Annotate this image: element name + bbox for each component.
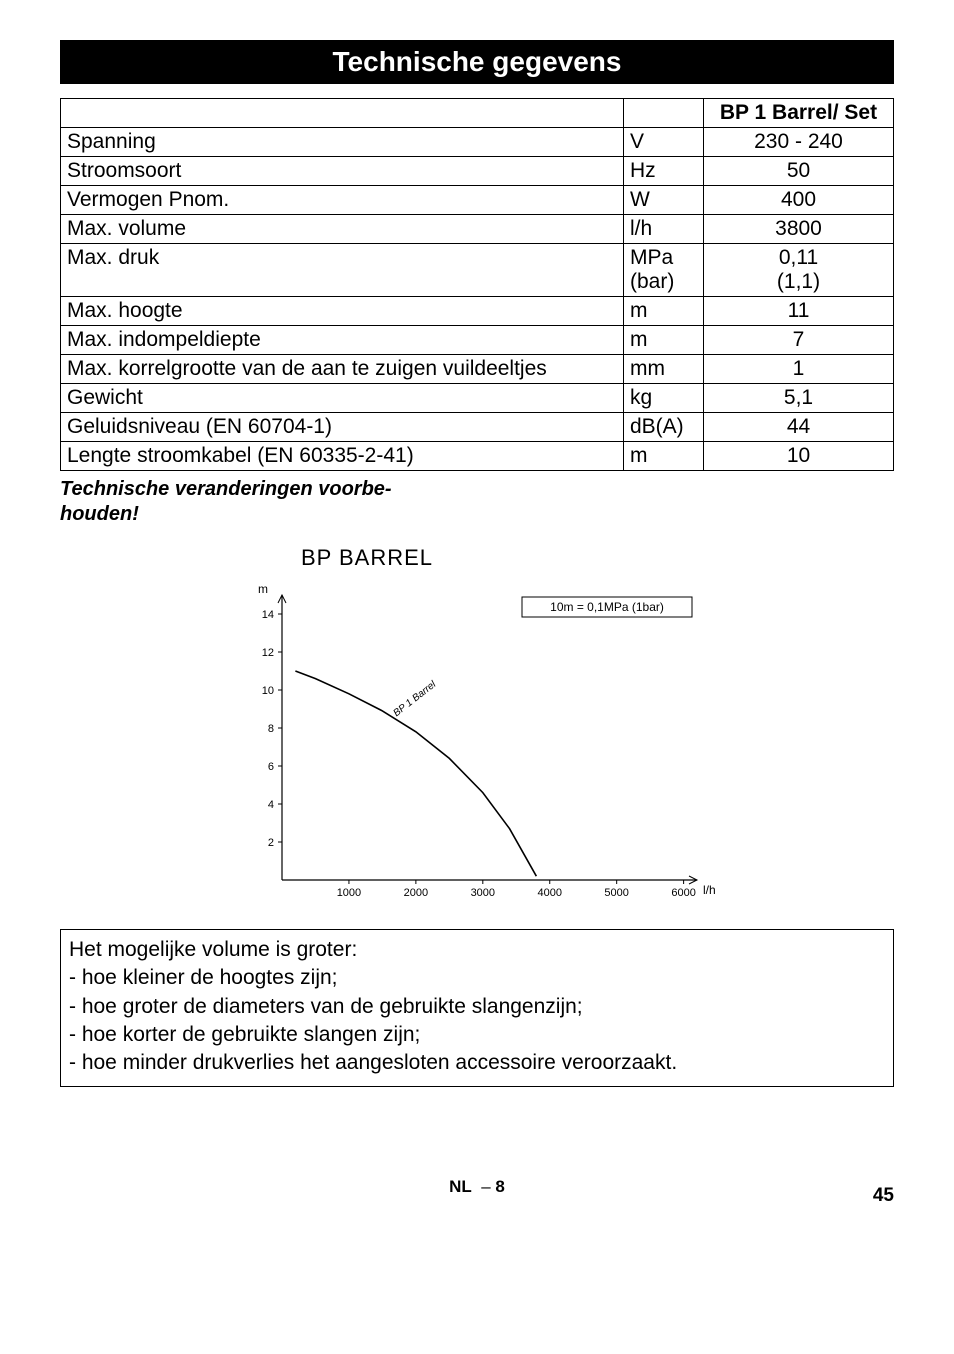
- footer-global-page: 45: [873, 1185, 894, 1207]
- svg-text:4000: 4000: [537, 887, 561, 899]
- svg-text:6000: 6000: [671, 887, 695, 899]
- table-row: Vermogen Pnom.W400: [61, 186, 894, 215]
- spec-label: Spanning: [61, 128, 624, 157]
- note-line: houden!: [60, 503, 139, 525]
- section-header: Technische gegevens: [60, 40, 894, 84]
- table-row: Max. drukMPa(bar)0,11(1,1): [61, 244, 894, 297]
- spec-unit: W: [624, 186, 704, 215]
- table-row: Lengte stroomkabel (EN 60335-2-41)m10: [61, 442, 894, 471]
- spec-value: 230 - 240: [704, 128, 894, 157]
- table-row: StroomsoortHz50: [61, 157, 894, 186]
- spec-value: 3800: [704, 215, 894, 244]
- spec-value: 400: [704, 186, 894, 215]
- spec-unit: kg: [624, 384, 704, 413]
- spec-value: 44: [704, 413, 894, 442]
- spec-value: 7: [704, 326, 894, 355]
- svg-text:3000: 3000: [471, 887, 495, 899]
- chart-title: BP BARREL: [0, 545, 894, 571]
- svg-text:8: 8: [268, 723, 274, 735]
- page-footer: NL – 8 45: [60, 1177, 894, 1207]
- note-line: Technische veranderingen voorbe-: [60, 478, 392, 500]
- svg-text:2000: 2000: [404, 887, 428, 899]
- empty-cell: [61, 99, 624, 128]
- table-header-row: BP 1 Barrel/ Set: [61, 99, 894, 128]
- svg-text:BP 1 Barrel: BP 1 Barrel: [391, 679, 438, 719]
- footer-local-page: 8: [495, 1177, 504, 1196]
- volume-item: - hoe groter de diameters van de gebruik…: [69, 993, 885, 1021]
- spec-label: Geluidsniveau (EN 60704-1): [61, 413, 624, 442]
- volume-info-box: Het mogelijke volume is groter: - hoe kl…: [60, 929, 894, 1087]
- volume-intro: Het mogelijke volume is groter:: [69, 936, 885, 964]
- spec-value: 10: [704, 442, 894, 471]
- svg-text:4: 4: [268, 799, 274, 811]
- spec-label: Stroomsoort: [61, 157, 624, 186]
- svg-text:5000: 5000: [604, 887, 628, 899]
- spec-value: 1: [704, 355, 894, 384]
- spec-unit: V: [624, 128, 704, 157]
- spec-value: 11: [704, 297, 894, 326]
- volume-item: - hoe kleiner de hoogtes zijn;: [69, 964, 885, 992]
- spec-unit: l/h: [624, 215, 704, 244]
- spec-value: 50: [704, 157, 894, 186]
- table-row: SpanningV230 - 240: [61, 128, 894, 157]
- svg-text:12: 12: [262, 647, 274, 659]
- spec-label: Max. hoogte: [61, 297, 624, 326]
- footer-center: NL – 8: [60, 1177, 894, 1197]
- svg-text:10m = 0,1MPa (1bar): 10m = 0,1MPa (1bar): [550, 600, 664, 614]
- svg-text:2: 2: [268, 837, 274, 849]
- table-row: Max. korrelgrootte van de aan te zuigen …: [61, 355, 894, 384]
- footer-lang: NL: [449, 1177, 472, 1196]
- spec-unit: dB(A): [624, 413, 704, 442]
- volume-item: - hoe korter de gebruikte slangen zijn;: [69, 1021, 885, 1049]
- spec-unit: m: [624, 442, 704, 471]
- note-text: Technische veranderingen voorbe- houden!: [60, 477, 894, 527]
- table-row: Geluidsniveau (EN 60704-1)dB(A)44: [61, 413, 894, 442]
- spec-unit: m: [624, 297, 704, 326]
- spec-label: Max. volume: [61, 215, 624, 244]
- svg-text:10: 10: [262, 685, 274, 697]
- table-row: Max. hoogtem11: [61, 297, 894, 326]
- spec-unit: Hz: [624, 157, 704, 186]
- table-row: Gewichtkg5,1: [61, 384, 894, 413]
- chart-container: BP BARREL 246810121410002000300040005000…: [60, 545, 894, 921]
- spec-unit: MPa(bar): [624, 244, 704, 297]
- pump-curve-chart: 2 4 6 8 10 12 14 1000 2000 3000 4000 5000 6000 m l/h BP…: [217, 575, 737, 915]
- svg-text:m: m: [258, 582, 268, 596]
- spec-table: BP 1 Barrel/ Set SpanningV230 - 240Stroo…: [60, 98, 894, 471]
- footer-sep: –: [477, 1177, 496, 1196]
- spec-label: Max. indompeldiepte: [61, 326, 624, 355]
- spec-unit: mm: [624, 355, 704, 384]
- svg-text:1000: 1000: [337, 887, 361, 899]
- svg-text:l/h: l/h: [703, 883, 716, 897]
- spec-label: Max. druk: [61, 244, 624, 297]
- table-row: Max. volumel/h3800: [61, 215, 894, 244]
- svg-text:14: 14: [262, 609, 274, 621]
- spec-label: Gewicht: [61, 384, 624, 413]
- spec-label: Vermogen Pnom.: [61, 186, 624, 215]
- product-header: BP 1 Barrel/ Set: [704, 99, 894, 128]
- svg-text:6: 6: [268, 761, 274, 773]
- volume-item: - hoe minder drukverlies het aangesloten…: [69, 1049, 885, 1077]
- spec-value: 5,1: [704, 384, 894, 413]
- empty-cell: [624, 99, 704, 128]
- spec-value: 0,11(1,1): [704, 244, 894, 297]
- table-row: Max. indompeldieptem7: [61, 326, 894, 355]
- spec-label: Lengte stroomkabel (EN 60335-2-41): [61, 442, 624, 471]
- spec-label: Max. korrelgrootte van de aan te zuigen …: [61, 355, 624, 384]
- spec-unit: m: [624, 326, 704, 355]
